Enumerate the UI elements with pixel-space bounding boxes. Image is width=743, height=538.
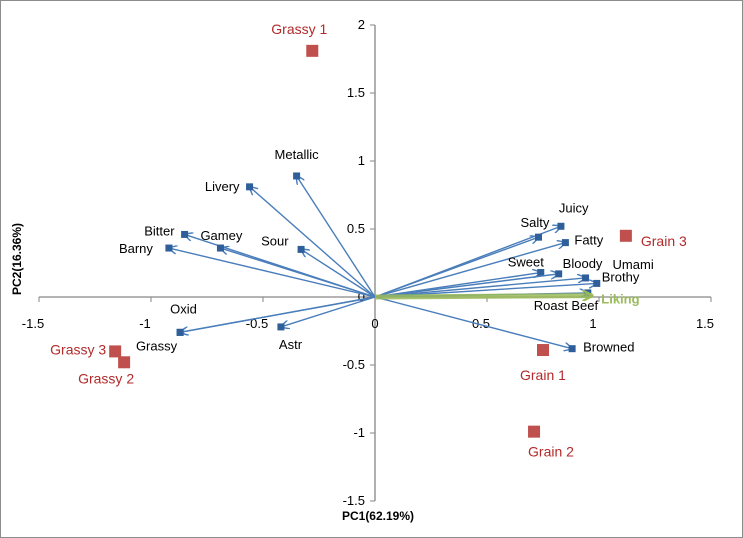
variable-label-juicy: Juicy <box>559 200 589 215</box>
vector-marker-juicy <box>557 222 565 230</box>
vector-bloody <box>374 274 559 298</box>
vector-marker-bitter <box>181 230 189 238</box>
y-tick-label: 1 <box>358 153 365 168</box>
vector-marker-brothy <box>593 279 601 287</box>
variable-label-grassy: Grassy <box>136 338 178 353</box>
vector-marker-metallic <box>293 172 301 180</box>
sample-marker-grassy-2 <box>118 356 131 369</box>
sample-marker-grain-1 <box>537 344 549 357</box>
vector-sour <box>301 249 376 298</box>
vector-salty <box>374 237 539 298</box>
vector-marker-fatty <box>561 239 569 247</box>
variable-label-umami: Umami <box>613 257 654 272</box>
vector-marker-sweet <box>537 269 545 277</box>
vector-grassy <box>180 296 376 332</box>
variable-label-salty: Salty <box>521 215 550 230</box>
axes: -1.5 -1 -0.5 0 0.5 1 1.5-1.5-1-0.500.511.52PC1… <box>10 17 714 523</box>
vector-marker-gamey <box>216 244 224 252</box>
x-tick-label: 0 <box>371 316 378 331</box>
x-axis-title: PC1(62.19%) <box>342 509 414 523</box>
vector-barny <box>169 248 376 298</box>
vector-marker-browned <box>568 345 576 353</box>
sample-label-grain-1: Grain 1 <box>520 367 566 383</box>
liking-label: Liking <box>601 292 639 307</box>
sample-label-grassy-1: Grassy 1 <box>271 21 327 37</box>
variable-label-bloody: Bloody <box>563 256 603 271</box>
vector-marker-barny <box>165 244 173 252</box>
chart-labels: Metallic Livery Bitter Gamey Barny Sour Oxid Gr… <box>50 21 687 460</box>
variable-label-brothy: Brothy <box>602 269 640 284</box>
vector-marker-livery <box>246 183 254 191</box>
y-axis-title: PC2(16.36%) <box>10 223 24 295</box>
x-tick-label: -1.5 <box>22 316 44 331</box>
variable-label-bitter: Bitter <box>144 223 175 238</box>
vector-marker-umami <box>582 274 590 282</box>
vector-marker-grassy <box>176 328 184 336</box>
loading-vectors <box>165 172 601 353</box>
sample-marker-grain-2 <box>528 425 541 438</box>
sample-label-grassy-3: Grassy 3 <box>50 341 106 357</box>
vector-liking <box>374 296 592 297</box>
vector-fatty <box>374 243 565 298</box>
variable-label-fatty: Fatty <box>574 233 603 248</box>
vector-marker-astr <box>277 323 285 331</box>
vector-astr <box>281 296 376 327</box>
vector-umami <box>374 278 586 298</box>
variable-label-sweet: Sweet <box>508 255 545 270</box>
variable-label-barny: Barny <box>119 241 153 256</box>
variable-label-oxid: Oxid <box>170 301 197 316</box>
y-tick-label: 1.5 <box>347 85 365 100</box>
vector-metallic <box>297 176 376 298</box>
x-tick-label: 1 <box>589 316 596 331</box>
sample-scores <box>109 44 632 438</box>
x-tick-label: -1 <box>139 316 151 331</box>
y-tick-label: -1 <box>353 425 365 440</box>
vector-livery <box>250 187 376 298</box>
sample-label-grassy-2: Grassy 2 <box>78 370 134 386</box>
variable-label-gamey: Gamey <box>200 228 242 243</box>
variable-label-browned: Browned <box>583 340 634 355</box>
vector-gamey <box>220 248 376 298</box>
variable-label-sour: Sour <box>261 233 289 248</box>
y-tick-label: 0 <box>358 289 365 304</box>
vector-marker-sour <box>297 245 305 253</box>
vector-marker-bloody <box>555 270 563 278</box>
variable-label-astr: Astr <box>279 337 303 352</box>
sample-marker-grassy-1 <box>306 44 319 57</box>
y-tick-label: -0.5 <box>343 357 365 372</box>
y-tick-label: -1.5 <box>343 493 365 508</box>
y-tick-label: 0.5 <box>347 221 365 236</box>
x-tick-label: 0.5 <box>472 316 490 331</box>
variable-label-metallic: Metallic <box>275 147 320 162</box>
y-tick-label: 2 <box>358 17 365 32</box>
sample-marker-grain-3 <box>619 229 632 242</box>
sample-label-grain-2: Grain 2 <box>528 444 574 460</box>
vector-browned <box>374 296 572 349</box>
sample-marker-grassy-3 <box>109 345 122 358</box>
sample-label-grain-3: Grain 3 <box>641 233 687 249</box>
vector-marker-salty <box>535 233 543 241</box>
x-tick-label: 1.5 <box>696 316 714 331</box>
variable-label-livery: Livery <box>205 179 240 194</box>
variable-label-roast-beef: Roast Beef <box>534 298 599 313</box>
